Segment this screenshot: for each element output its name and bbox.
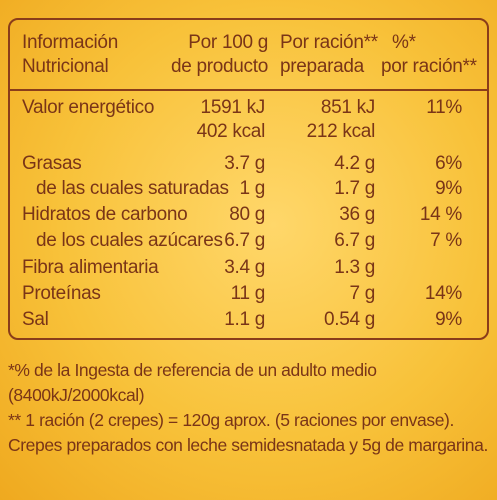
row-value-100g: 80 g xyxy=(229,204,265,225)
header-col4-line2: por ración** xyxy=(381,56,477,77)
row-value-100g: 3.4 g xyxy=(224,257,265,278)
row-value-portion: 36 g xyxy=(339,204,375,225)
header-col1-line2: Nutricional xyxy=(22,56,109,77)
row-label: Proteínas xyxy=(22,283,101,304)
row-label: Sal xyxy=(22,309,49,330)
row-value-portion: 7 g xyxy=(349,283,375,304)
row-value-100g: 1591 kJ xyxy=(200,97,266,118)
row-value-100g: 11 g xyxy=(230,283,266,304)
row-label: Hidratos de carbono xyxy=(22,204,188,225)
footnote-portion-size: ** 1 ración (2 crepes) = 120g aprox. (5 … xyxy=(8,410,454,430)
row-value-100g: 3.7 g xyxy=(224,153,265,174)
row-value-100g: 1 g xyxy=(239,178,265,199)
row-value-100g: 1.1 g xyxy=(224,309,265,330)
row-value-portion: 851 kJ xyxy=(320,97,375,118)
row-label: de las cuales saturadas xyxy=(36,178,229,199)
row-value-portion: 1.7 g xyxy=(334,178,375,199)
row-value-100g: 402 kcal xyxy=(196,121,266,142)
footnote-reference-intake: *% de la Ingesta de referencia de un adu… xyxy=(8,360,377,380)
row-value-portion: 6.7 g xyxy=(334,230,375,251)
footnote-energy-reference: (8400kJ/2000kcal) xyxy=(8,385,145,405)
row-value-portion: 1.3 g xyxy=(334,257,375,278)
row-value-portion: 0.54 g xyxy=(323,309,375,330)
header-col4-line1: %* xyxy=(392,32,416,53)
row-label: Grasas xyxy=(22,153,82,174)
header-col2-line2: de producto xyxy=(170,56,268,77)
row-label: Valor energético xyxy=(22,97,155,118)
header-col3-line1: Por ración** xyxy=(280,32,378,53)
row-value-portion: 212 kcal xyxy=(306,121,376,142)
row-value-pct: 6% xyxy=(435,153,462,174)
row-value-pct: 7 % xyxy=(430,230,462,251)
header-col1-line1: Información xyxy=(22,32,118,53)
header-divider xyxy=(8,89,489,91)
footnote-preparation: Crepes preparados con leche semidesnatad… xyxy=(8,435,488,455)
row-value-portion: 4.2 g xyxy=(334,153,375,174)
row-value-100g: 6.7 g xyxy=(224,230,265,251)
row-value-pct: 14 % xyxy=(419,204,462,225)
row-label: Fibra alimentaria xyxy=(22,257,159,278)
row-value-pct: 9% xyxy=(435,309,462,330)
row-value-pct: 14% xyxy=(424,283,462,304)
header-col3-line2: preparada xyxy=(280,56,364,77)
row-value-pct: 11% xyxy=(426,97,462,118)
nutrition-table-frame xyxy=(8,18,489,340)
row-label: de los cuales azúcares xyxy=(36,230,223,251)
header-col2-line1: Por 100 g xyxy=(188,32,268,53)
row-value-pct: 9% xyxy=(435,178,462,199)
